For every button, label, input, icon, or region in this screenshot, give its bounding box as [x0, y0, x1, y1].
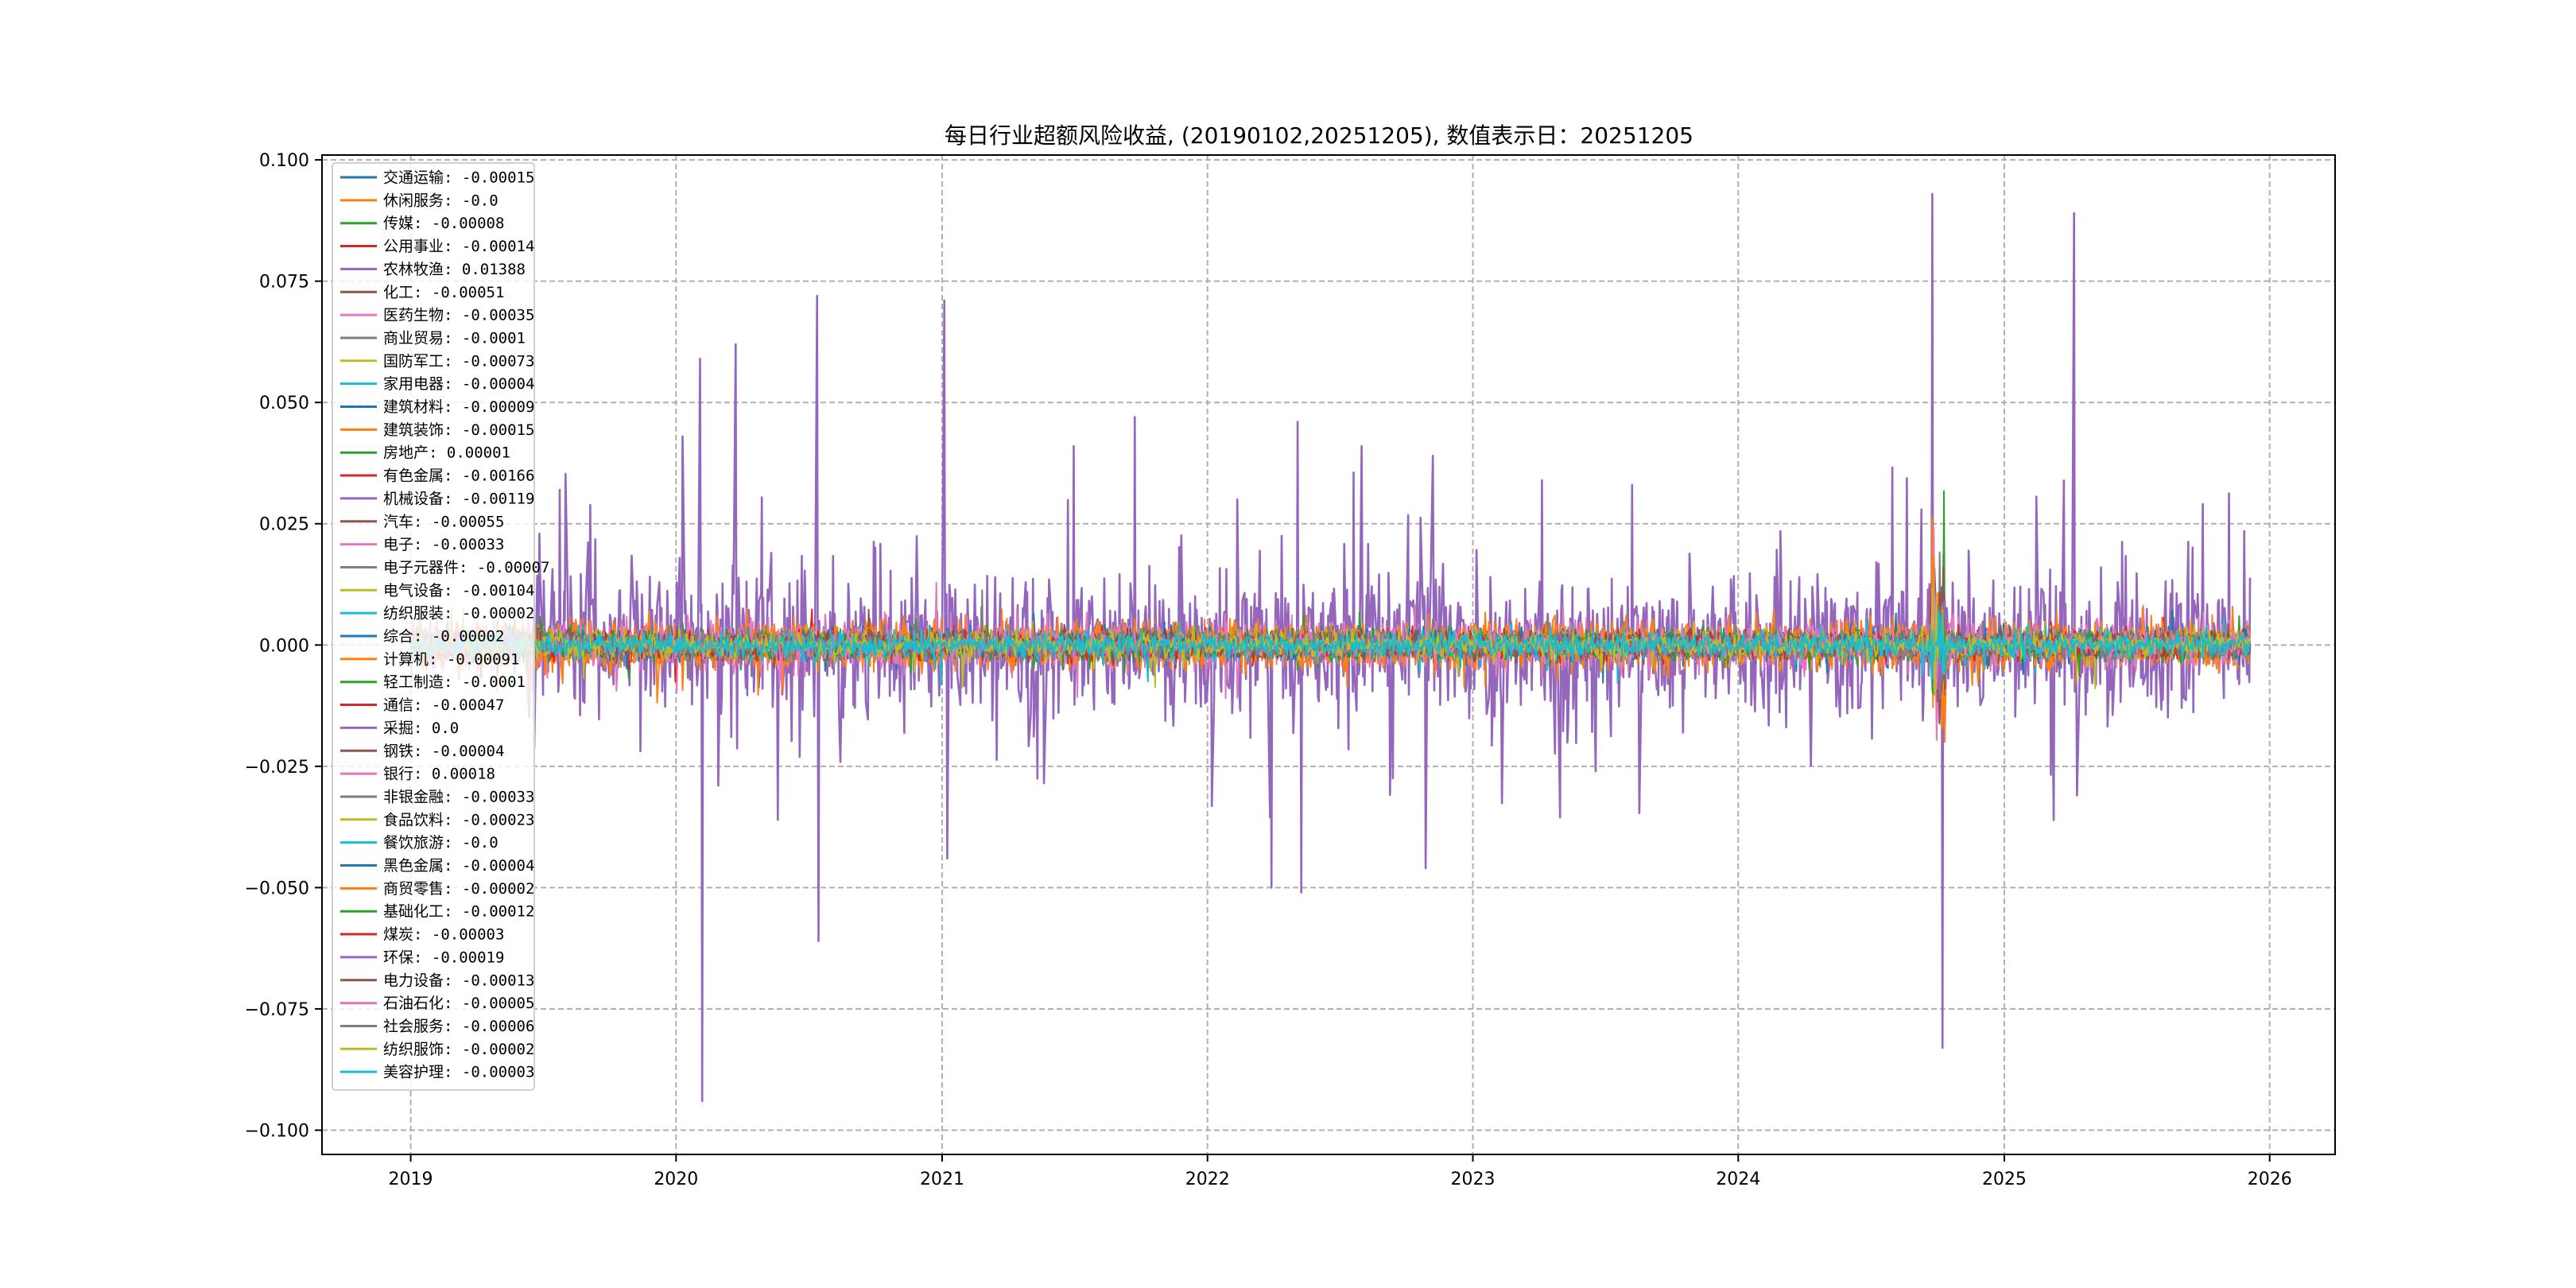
x-tick-label: 2024 [1716, 1170, 1760, 1189]
legend-entry: 电子: -0.00033 [383, 536, 504, 553]
legend-entry: 建筑装饰: -0.00015 [383, 421, 534, 439]
plot-frame [321, 154, 2336, 1155]
y-axis: 0.100 0.075 0.050 0.025 0.000 −0.025 −0.050 −0.… [245, 151, 322, 1141]
x-axis: 2019 2020 2021 2022 2023 2024 2025 2026 [389, 1154, 2292, 1189]
legend-entry: 黑色金属: -0.00004 [383, 857, 534, 875]
legend-entry: 家用电器: -0.00004 [383, 375, 534, 393]
legend-entry: 公用事业: -0.00014 [383, 238, 534, 255]
legend-entry: 电力设备: -0.00013 [383, 972, 534, 989]
legend-entry: 国防军工: -0.00073 [383, 352, 534, 370]
legend-entry: 计算机: -0.00091 [383, 650, 519, 668]
legend-entry: 通信: -0.00047 [383, 696, 504, 714]
legend-entry: 化工: -0.00051 [383, 284, 504, 301]
legend-entry: 汽车: -0.00055 [383, 513, 504, 530]
x-tick-label: 2022 [1185, 1170, 1230, 1189]
chart-title: 每日行业超额风险收益, (20190102,20251205), 数值表示日：2… [945, 122, 1693, 149]
legend-entry: 钢铁: -0.00004 [383, 743, 504, 760]
legend-entry: 交通运输: -0.00015 [383, 169, 534, 187]
y-tick-label: 0.000 [259, 636, 309, 656]
legend-entry: 煤炭: -0.00003 [383, 926, 504, 944]
legend-entry: 电气设备: -0.00104 [383, 582, 534, 599]
legend-entry: 电子元器件: -0.00007 [383, 559, 549, 576]
legend-frame [332, 162, 535, 1091]
legend-entry: 美容护理: -0.00003 [383, 1064, 534, 1081]
y-tick-label: 0.075 [259, 273, 309, 293]
y-tick-label: −0.025 [245, 758, 309, 778]
legend-entry: 采掘: 0.0 [383, 720, 459, 737]
legend-entry: 社会服务: -0.00006 [383, 1018, 534, 1035]
legend-entry: 农林牧渔: 0.01388 [383, 261, 526, 278]
legend-entry: 机械设备: -0.00119 [383, 490, 534, 507]
legend-entry: 医药生物: -0.00035 [383, 307, 534, 324]
y-tick-label: 0.100 [259, 151, 309, 171]
x-tick-label: 2025 [1982, 1170, 2027, 1189]
x-tick-label: 2019 [389, 1170, 433, 1189]
legend-entry: 传媒: -0.00008 [383, 215, 504, 232]
legend-entry: 石油石化: -0.00005 [383, 995, 534, 1012]
y-tick-label: 0.050 [259, 394, 309, 413]
y-tick-label: 0.025 [259, 515, 309, 535]
legend-entry: 非银金融: -0.00033 [383, 788, 534, 805]
legend-entry: 房地产: 0.00001 [383, 444, 510, 462]
legend-entry: 建筑材料: -0.00009 [383, 398, 534, 416]
legend-entry: 综合: -0.00002 [383, 628, 504, 646]
x-tick-label: 2020 [654, 1170, 698, 1189]
x-tick-label: 2023 [1451, 1170, 1496, 1189]
legend-entry: 休闲服务: -0.0 [383, 192, 499, 209]
legend-entry: 食品饮料: -0.00023 [383, 811, 534, 828]
legend-entry: 银行: 0.00018 [383, 766, 495, 783]
y-tick-label: −0.075 [245, 1000, 309, 1020]
y-tick-label: −0.100 [245, 1121, 309, 1141]
legend: 交通运输: -0.00015 休闲服务: -0.0 传媒: -0.00008 公用事业… [332, 162, 549, 1091]
series-line [410, 610, 2251, 680]
x-tick-label: 2021 [920, 1170, 964, 1189]
legend-entry: 环保: -0.00019 [383, 949, 504, 966]
legend-entry: 基础化工: -0.00012 [383, 903, 534, 921]
legend-entry: 餐饮旅游: -0.0 [383, 834, 499, 852]
series-lines [410, 192, 2252, 1103]
x-tick-label: 2026 [2248, 1170, 2292, 1189]
legend-entry: 有色金属: -0.00166 [383, 467, 534, 485]
y-tick-label: −0.050 [245, 879, 309, 898]
legend-entry: 商贸零售: -0.00002 [383, 880, 534, 898]
legend-entry: 纺织服饰: -0.00002 [383, 1041, 534, 1058]
legend-entry: 纺织服装: -0.00002 [383, 605, 534, 623]
legend-entry: 商业贸易: -0.0001 [383, 329, 526, 347]
legend-entry: 轻工制造: -0.0001 [383, 673, 526, 691]
